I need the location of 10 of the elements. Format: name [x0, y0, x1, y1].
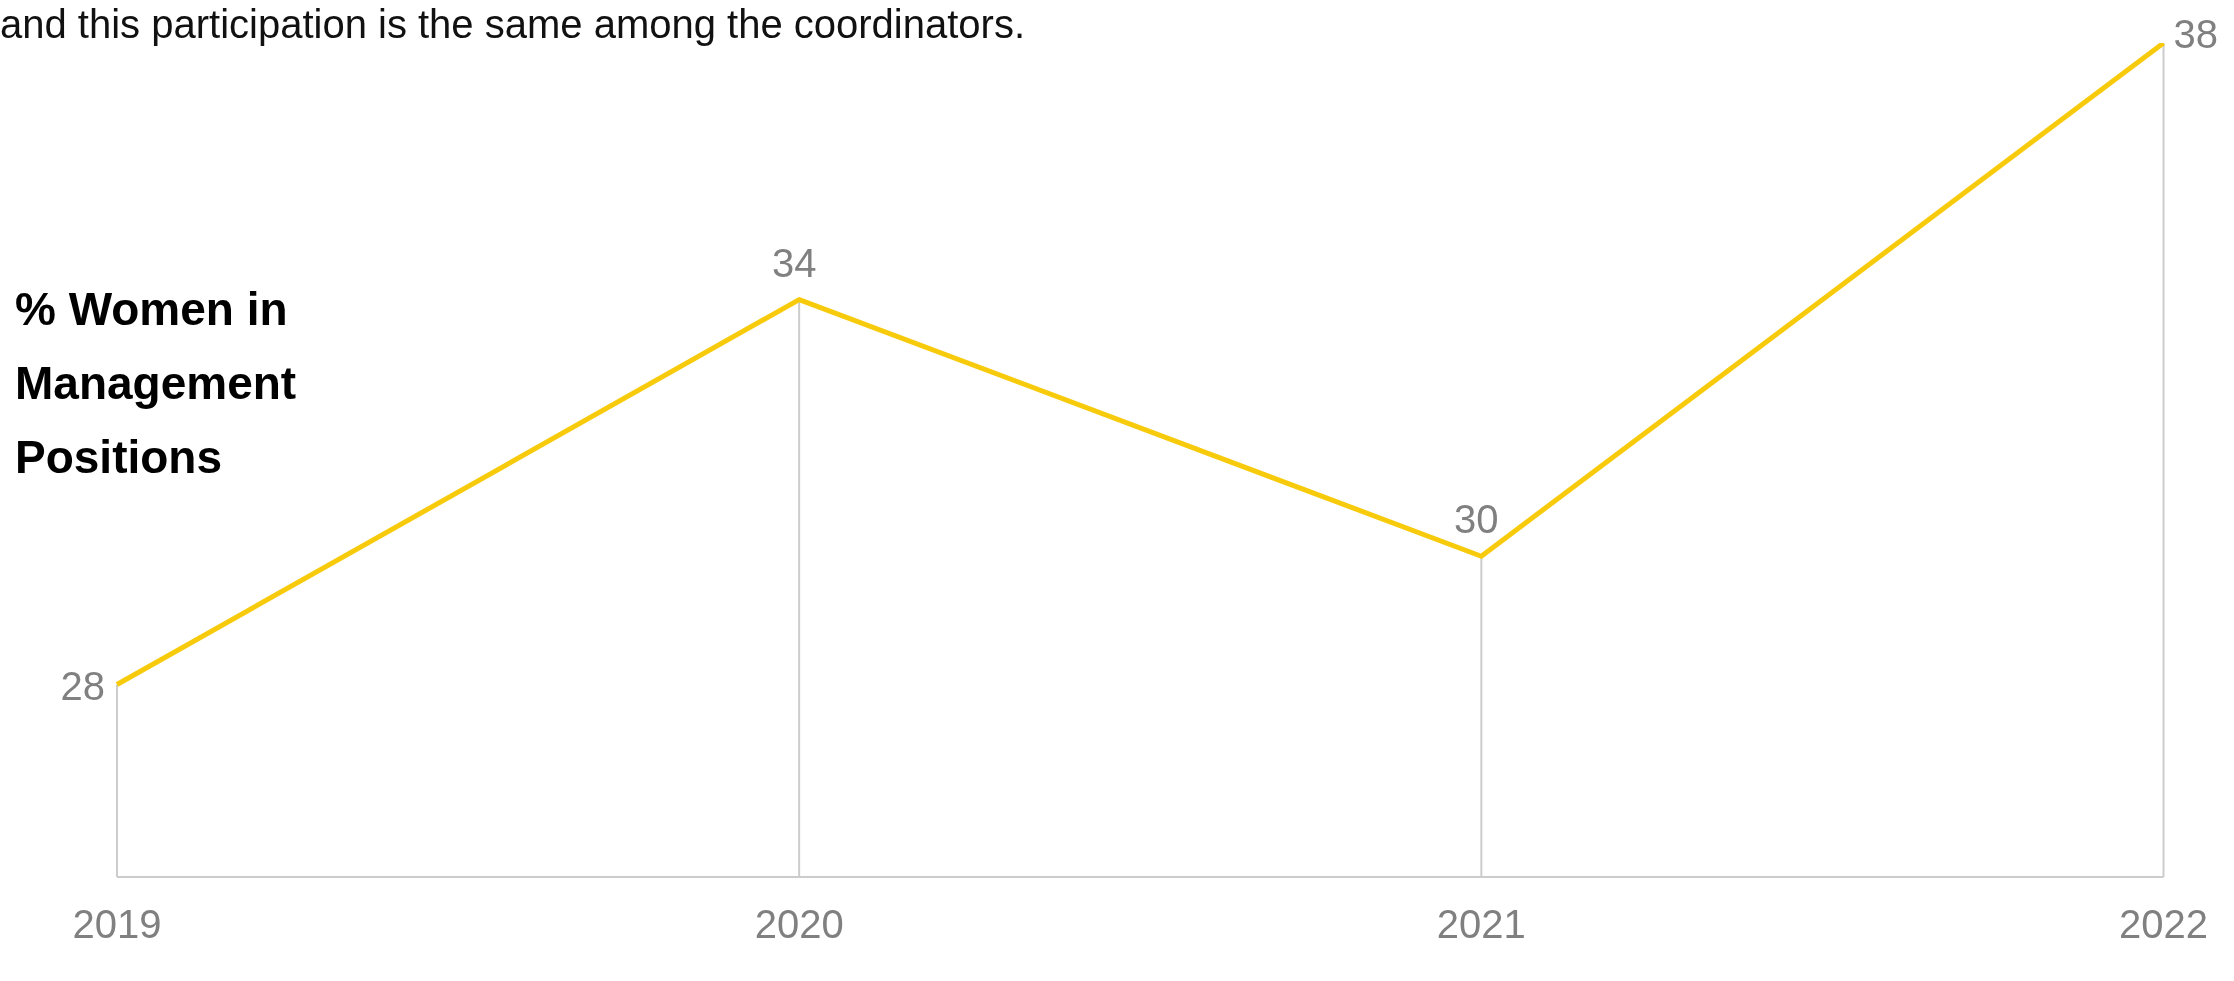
data-label: 34: [771, 240, 817, 285]
data-label: 30: [1454, 497, 1499, 542]
data-label: 38: [2173, 12, 2219, 57]
x-tick-label: 2019: [72, 902, 162, 947]
x-tick-label: 2021: [1436, 902, 1526, 947]
x-tick-label: 2022: [2119, 902, 2208, 947]
y-axis-title: % Women in Management Positions: [15, 282, 298, 485]
annotation: and this participation is the same among the coordinators.: [0, 2, 1026, 47]
x-tick-label: 2020: [754, 902, 844, 947]
data-label: 28: [60, 663, 105, 708]
